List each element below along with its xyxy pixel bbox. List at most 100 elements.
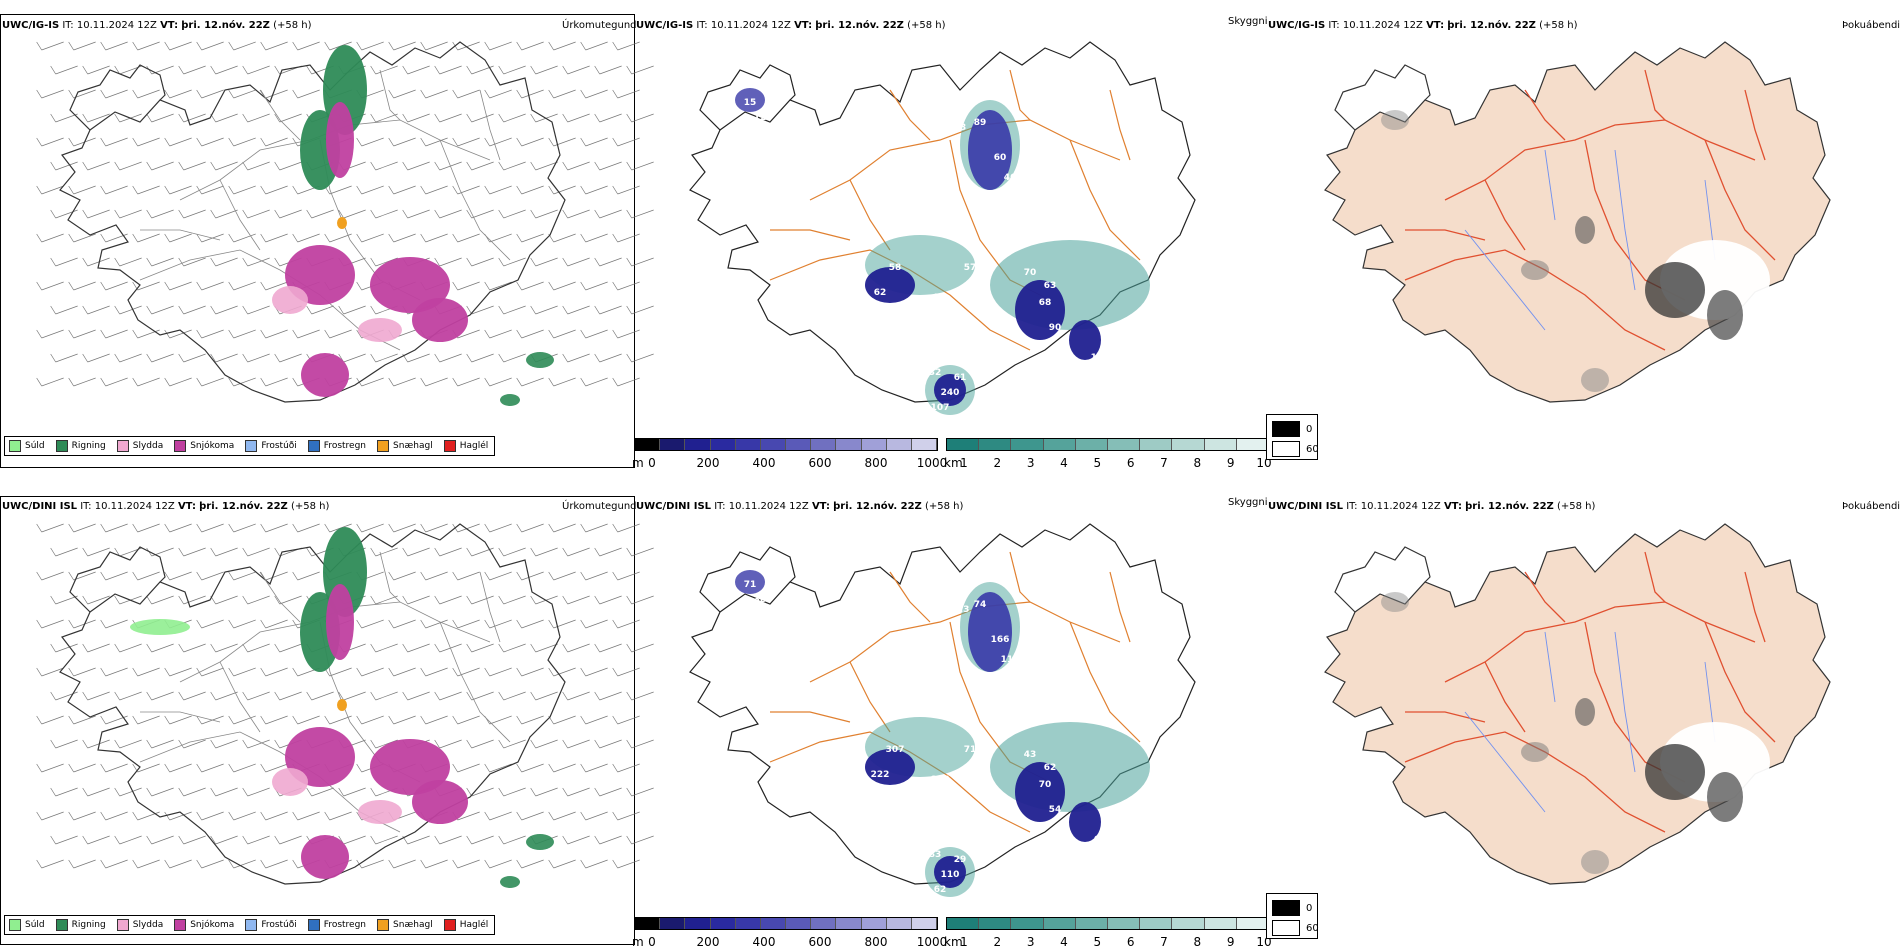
wind-barb	[356, 619, 384, 629]
row1-legend-item: Súld	[9, 440, 45, 452]
wind-barb	[484, 571, 512, 581]
wind-barb	[356, 377, 384, 387]
colorbar-segment	[1108, 439, 1141, 450]
row1-legend-item: Frostúði	[245, 440, 297, 452]
road-line	[1444, 601, 1756, 683]
wind-barb	[530, 257, 558, 267]
wind-barb	[260, 715, 288, 725]
wind-barb	[452, 185, 480, 195]
wind-barb	[260, 811, 288, 821]
wind-barb	[100, 329, 128, 339]
wind-barb	[306, 691, 334, 701]
wind-barb	[466, 305, 494, 315]
westfjords-coast	[69, 546, 166, 613]
snow-depth-label: 58	[889, 263, 902, 273]
snow-depth-label: 70	[1024, 268, 1037, 278]
wind-barb	[562, 353, 590, 363]
wind-barb	[292, 571, 320, 581]
colorbar-segment	[1140, 918, 1173, 929]
wind-barb	[402, 161, 430, 171]
snow-depth-label: 90	[1049, 323, 1062, 333]
wind-barb	[356, 137, 384, 147]
colorbar-segment	[979, 439, 1012, 450]
wind-barb	[612, 715, 640, 725]
legend-label: Súld	[25, 920, 45, 930]
wind-barb	[164, 137, 192, 147]
wind-barb	[434, 691, 462, 701]
snow-depth-label: 47	[989, 675, 1002, 685]
wind-barb	[68, 715, 96, 725]
wind-barb	[434, 353, 462, 363]
wind-barb	[36, 41, 64, 51]
row2-precip-header: UWC/DINI ISL IT: 10.11.2024 12Z VT: þri.…	[2, 501, 330, 512]
wind-barb	[516, 377, 544, 387]
wind-barb	[594, 835, 622, 845]
wind-barb	[164, 41, 192, 51]
wind-barb	[164, 185, 192, 195]
wind-barb	[260, 859, 288, 869]
row2-precip-title: Úrkomutegund	[562, 501, 637, 512]
wind-barb	[484, 185, 512, 195]
wind-barb	[292, 233, 320, 243]
wind-barb	[434, 547, 462, 557]
legend-swatch	[377, 919, 390, 931]
wind-barb	[178, 787, 206, 797]
snow-depth-label: 110	[941, 870, 960, 880]
iceland-outline	[59, 41, 566, 403]
wind-barb	[580, 715, 608, 725]
legend-label: Súld	[25, 441, 45, 451]
wind-barb	[402, 113, 430, 123]
wind-barb	[626, 691, 654, 701]
wind-barb	[580, 281, 608, 291]
wind-barb	[164, 377, 192, 387]
wind-barb	[132, 329, 160, 339]
sleet-area	[358, 800, 402, 824]
iceland-outline	[59, 523, 566, 885]
wind-barb	[260, 377, 288, 387]
wind-barb	[420, 667, 448, 677]
wind-barb	[210, 209, 238, 219]
wind-barb	[580, 329, 608, 339]
road-line	[1644, 551, 1666, 603]
legend-label: Frostúði	[261, 920, 297, 930]
wind-barb	[626, 305, 654, 315]
snow-depth-label: 71	[744, 580, 757, 590]
wind-barb	[580, 89, 608, 99]
wind-barb	[196, 619, 224, 629]
wind-barb	[370, 595, 398, 605]
wind-barb	[434, 739, 462, 749]
wind-barb	[100, 763, 128, 773]
wind-barb	[548, 523, 576, 533]
row1-legend-item: Haglél	[443, 440, 488, 452]
snow-depth-label: 15	[744, 98, 757, 108]
wind-barb	[228, 281, 256, 291]
wind-barb	[484, 811, 512, 821]
wind-barb	[82, 161, 110, 171]
wind-barb	[178, 257, 206, 267]
wind-barb	[324, 715, 352, 725]
colorbar-tick: 6	[1126, 456, 1135, 470]
wind-barb	[68, 859, 96, 869]
wind-barb	[452, 859, 480, 869]
colorbar-tick: 8	[1193, 935, 1202, 949]
wind-barb	[530, 209, 558, 219]
wind-barb	[242, 161, 270, 171]
wind-barb	[164, 667, 192, 677]
road-line	[1109, 571, 1131, 643]
wind-barb	[178, 835, 206, 845]
wind-barb	[196, 763, 224, 773]
wind-barb	[420, 571, 448, 581]
wind-barb	[146, 787, 174, 797]
road-line	[1524, 89, 1566, 141]
ice-pellet-area	[337, 217, 347, 229]
wind-barb	[178, 691, 206, 701]
wind-barb	[36, 233, 64, 243]
wind-barb	[516, 523, 544, 533]
legend-swatch	[55, 919, 68, 931]
wind-barb	[594, 65, 622, 75]
wind-barb	[484, 89, 512, 99]
wind-barb	[50, 305, 78, 315]
wind-barb	[498, 691, 526, 701]
wind-barb	[242, 691, 270, 701]
colorbar-tick: 5	[1093, 456, 1102, 470]
